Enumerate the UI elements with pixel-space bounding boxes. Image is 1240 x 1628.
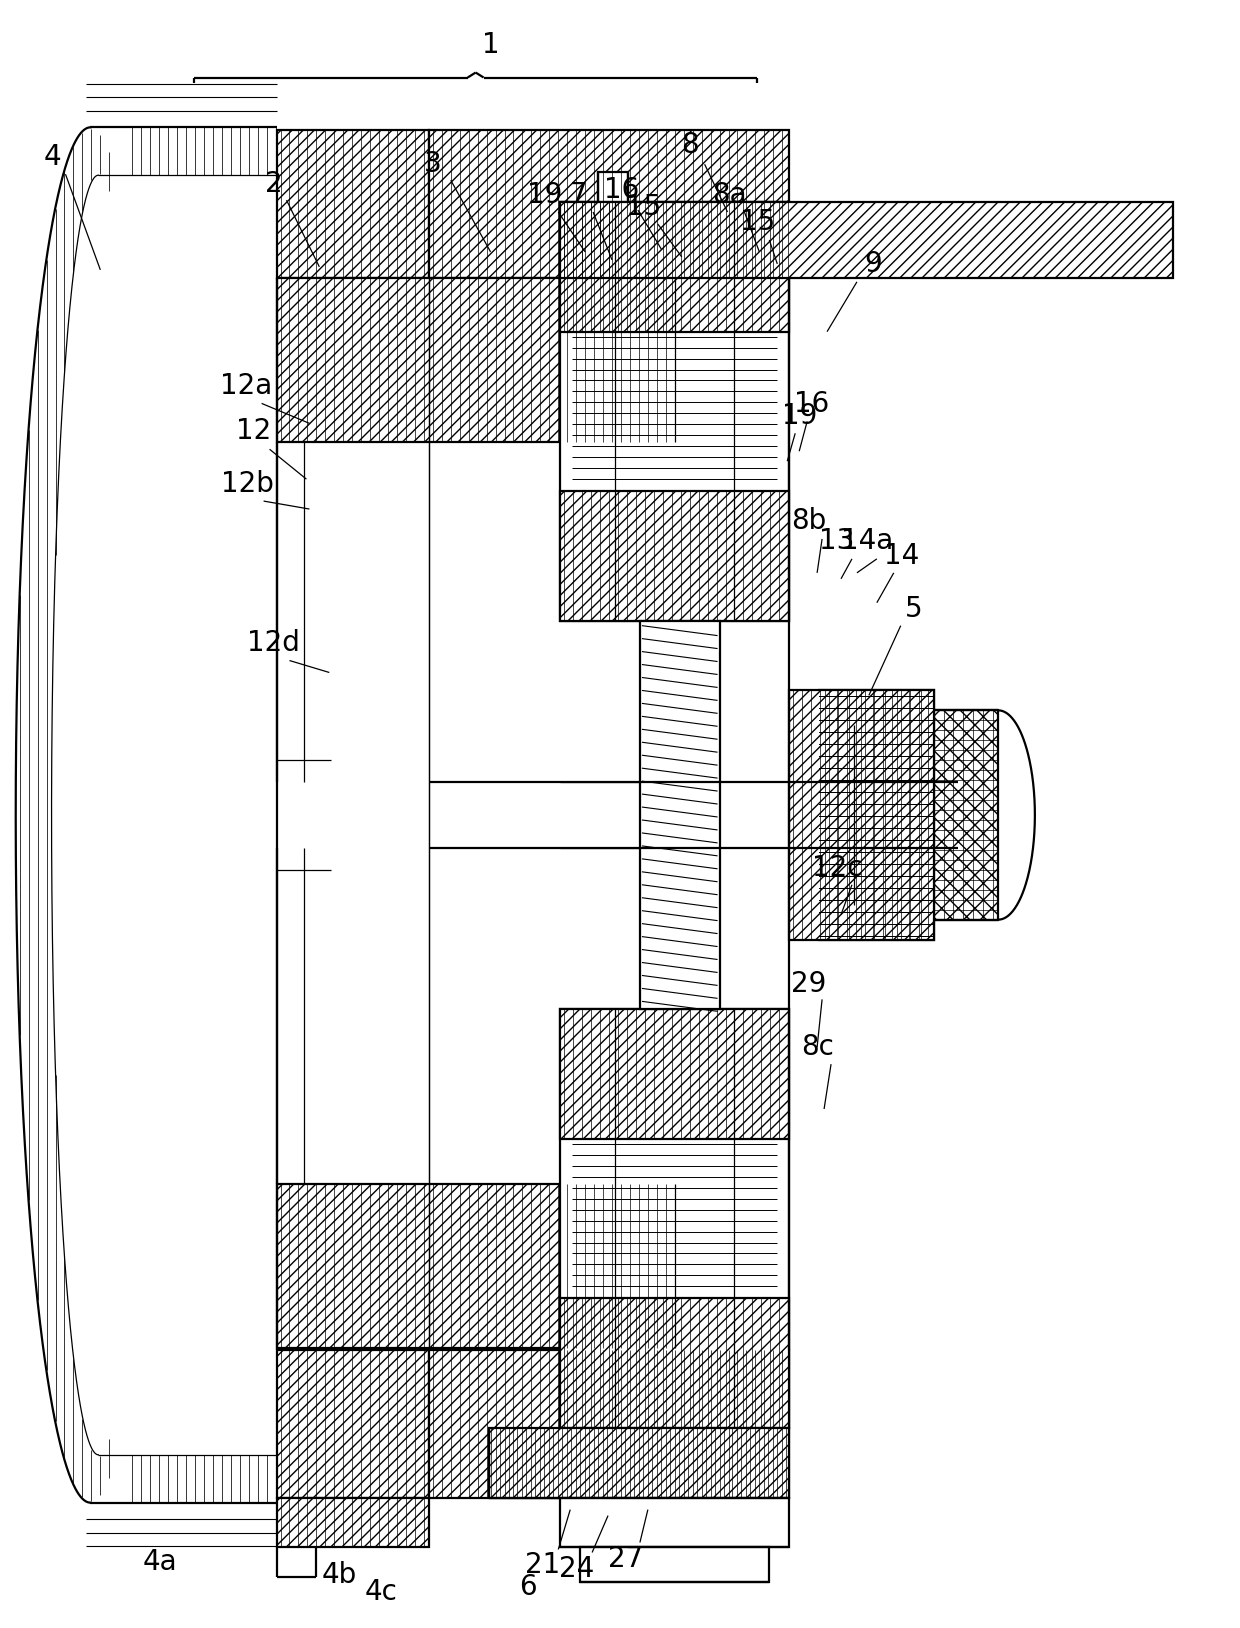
- Bar: [489, 1428, 789, 1498]
- Text: 27: 27: [609, 1545, 644, 1573]
- Text: 12b: 12b: [221, 470, 274, 498]
- Text: 5: 5: [905, 594, 923, 622]
- Text: 4a: 4a: [143, 1548, 177, 1576]
- Bar: [560, 1299, 789, 1428]
- Text: 4c: 4c: [365, 1578, 398, 1607]
- Text: 15: 15: [626, 194, 661, 221]
- Bar: [580, 1548, 769, 1582]
- Bar: [789, 690, 934, 939]
- Bar: [560, 1498, 789, 1548]
- Text: 16: 16: [604, 176, 640, 204]
- Text: 6: 6: [520, 1573, 537, 1602]
- Text: 12a: 12a: [219, 373, 272, 400]
- Text: 12d: 12d: [247, 628, 300, 656]
- Text: 4: 4: [43, 143, 61, 171]
- Bar: [429, 1350, 789, 1498]
- Bar: [560, 202, 789, 332]
- Bar: [560, 492, 789, 620]
- Text: 29: 29: [791, 970, 827, 998]
- Bar: [934, 710, 998, 920]
- Text: 4b: 4b: [321, 1561, 357, 1589]
- Bar: [277, 278, 675, 443]
- Text: 2: 2: [265, 171, 283, 199]
- Text: 12: 12: [236, 417, 272, 446]
- Bar: [277, 1498, 429, 1548]
- Text: 8b: 8b: [791, 506, 827, 536]
- Bar: [820, 726, 854, 905]
- Text: 15: 15: [740, 208, 775, 236]
- Text: 13: 13: [820, 527, 854, 555]
- Bar: [598, 173, 627, 202]
- Text: 14: 14: [884, 542, 919, 570]
- Text: 9: 9: [864, 249, 882, 278]
- Bar: [560, 202, 789, 620]
- Text: 14a: 14a: [841, 527, 893, 555]
- Text: 8c: 8c: [801, 1034, 833, 1061]
- Text: 19: 19: [781, 402, 817, 430]
- Bar: [560, 1009, 789, 1428]
- Text: 7: 7: [569, 181, 587, 208]
- Text: 8a: 8a: [712, 181, 746, 208]
- Text: 24: 24: [558, 1555, 594, 1584]
- Text: 21: 21: [525, 1551, 560, 1579]
- Bar: [560, 1009, 789, 1140]
- Bar: [820, 690, 934, 939]
- Text: 1: 1: [482, 31, 500, 59]
- Text: 8: 8: [681, 132, 698, 160]
- Text: 16: 16: [794, 391, 828, 418]
- Bar: [277, 130, 429, 278]
- Text: 19: 19: [527, 181, 562, 208]
- Bar: [560, 202, 1173, 278]
- Text: 3: 3: [424, 150, 441, 177]
- Bar: [429, 130, 789, 278]
- Bar: [277, 1350, 429, 1498]
- Bar: [277, 1184, 675, 1348]
- Text: 12c: 12c: [812, 853, 862, 882]
- Bar: [640, 620, 719, 1009]
